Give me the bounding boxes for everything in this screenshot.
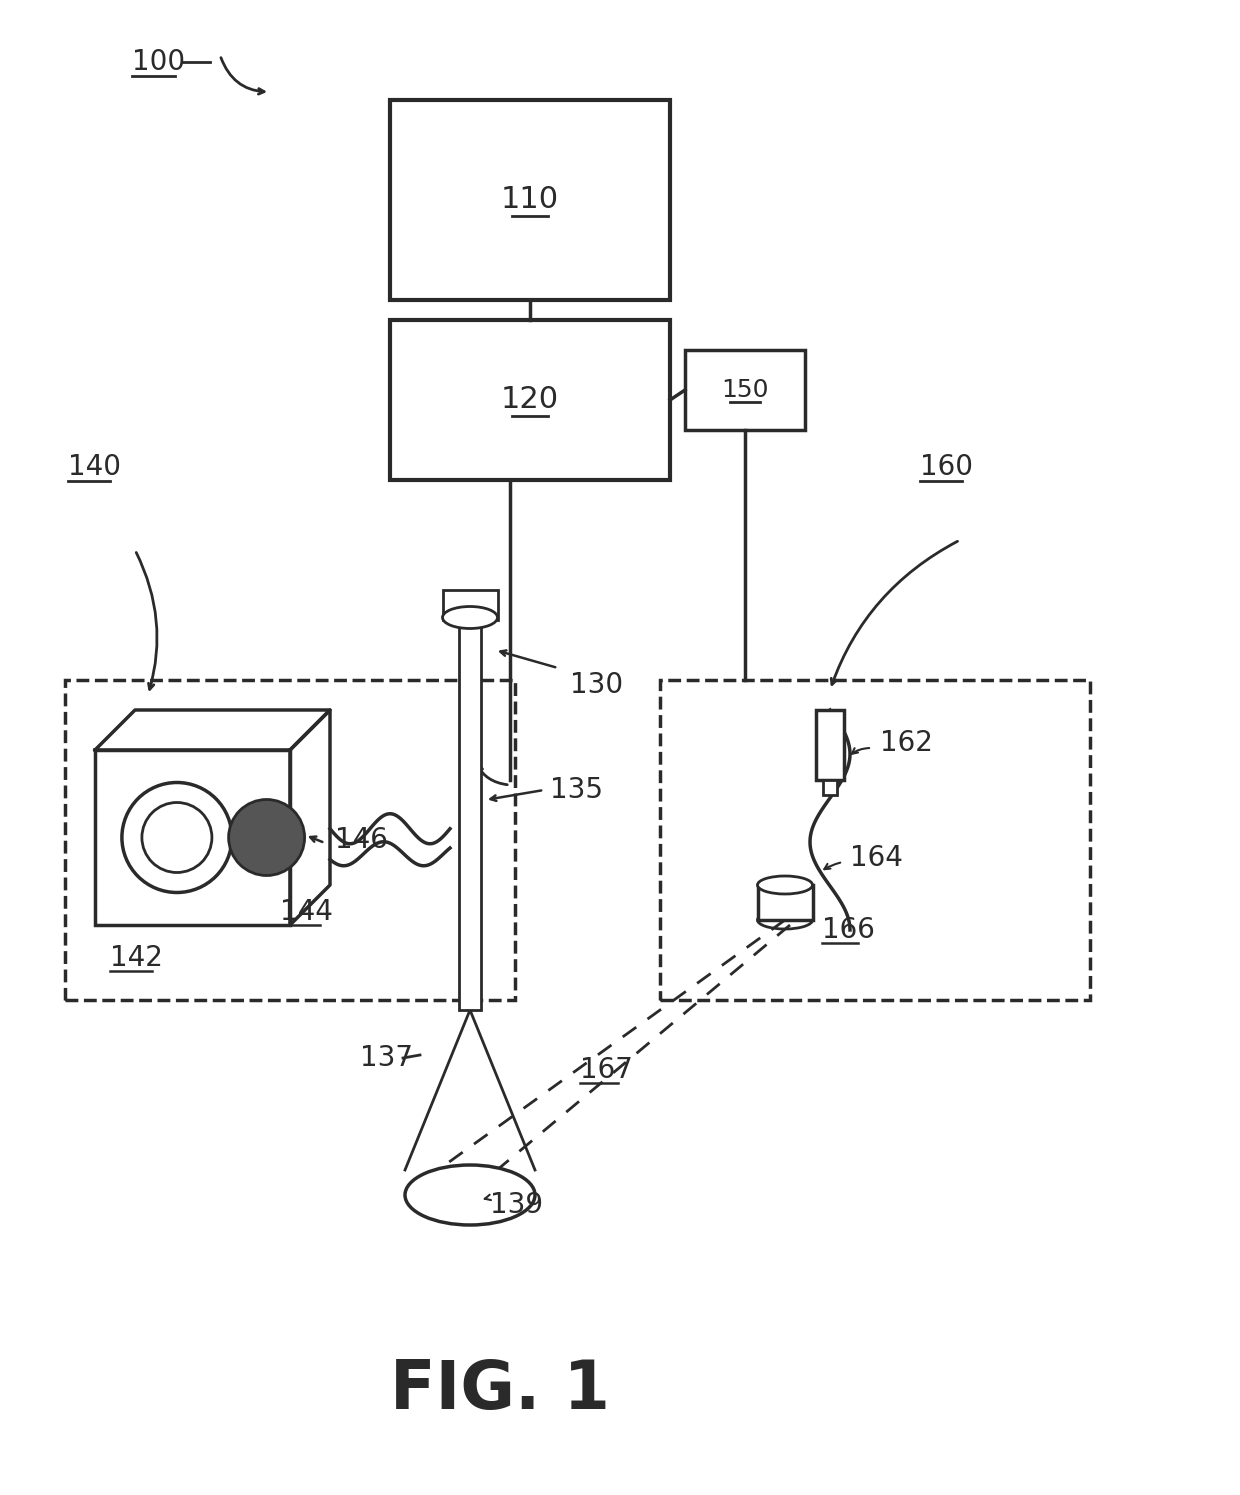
Text: 142: 142 (110, 943, 162, 972)
Text: 162: 162 (880, 730, 932, 756)
FancyBboxPatch shape (684, 350, 805, 431)
Ellipse shape (405, 1165, 534, 1224)
Bar (758, 885, 812, 919)
Bar (95, 750, 290, 925)
FancyBboxPatch shape (391, 320, 670, 480)
Text: 164: 164 (849, 845, 903, 872)
Bar (823, 780, 837, 795)
Text: 146: 146 (335, 827, 388, 854)
Ellipse shape (758, 910, 812, 928)
Text: FIG. 1: FIG. 1 (391, 1357, 610, 1423)
Text: 130: 130 (570, 671, 624, 700)
Bar (459, 620, 481, 1011)
Circle shape (122, 782, 232, 893)
Text: 150: 150 (722, 378, 769, 402)
Text: 137: 137 (360, 1044, 413, 1072)
Ellipse shape (443, 607, 497, 628)
Bar (443, 591, 497, 620)
Text: 139: 139 (490, 1192, 543, 1218)
FancyBboxPatch shape (391, 100, 670, 300)
Text: 110: 110 (501, 185, 559, 214)
Ellipse shape (758, 876, 812, 894)
Circle shape (141, 803, 212, 873)
Text: 140: 140 (68, 453, 122, 481)
Text: 144: 144 (280, 898, 332, 925)
Text: 100: 100 (131, 48, 185, 76)
Text: 135: 135 (551, 776, 603, 804)
Text: 160: 160 (920, 453, 973, 481)
Text: 166: 166 (822, 916, 875, 943)
Bar (816, 710, 844, 780)
Text: 120: 120 (501, 386, 559, 414)
Circle shape (228, 800, 305, 876)
Text: 167: 167 (580, 1055, 632, 1084)
